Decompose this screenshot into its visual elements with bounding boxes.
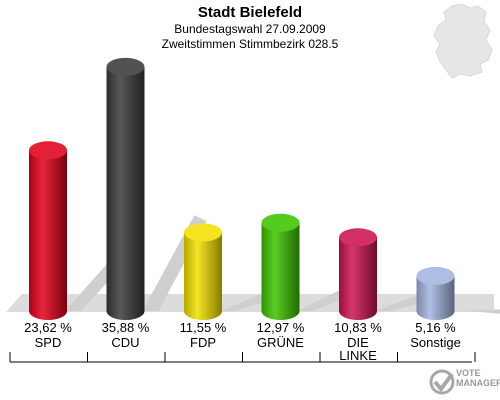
bar-top: [416, 266, 455, 285]
chart-subtitle-2: Zweitstimmen Stimmbezirk 028.5: [161, 37, 339, 51]
value-label: 12,97 %: [256, 320, 305, 335]
bar-spd: [29, 141, 67, 320]
bar-cdu: [106, 57, 145, 320]
value-label: 10,83 %: [334, 320, 382, 335]
bar-top: [184, 223, 222, 242]
bar-fdp: [184, 223, 222, 320]
bar-sonstige: [416, 266, 455, 320]
brand-line-1: VOTE: [456, 368, 481, 378]
category-label: SPD: [34, 335, 62, 350]
bar-body: [29, 150, 67, 320]
value-label: 5,16 %: [415, 320, 456, 335]
bar-body: [106, 66, 145, 320]
bar-shadow: [452, 309, 500, 314]
bar-top: [261, 213, 300, 232]
bar-grüne: [261, 213, 300, 320]
chart-title: Stadt Bielefeld: [197, 4, 303, 21]
category-label: Sonstige: [410, 335, 461, 350]
vote-manager-brand: VOTE MANAGER: [456, 368, 500, 388]
category-label: DIE LINKE: [339, 335, 377, 363]
bar-top: [29, 141, 67, 160]
bar-body: [339, 237, 377, 320]
germany-map-icon: [433, 3, 493, 79]
category-label: GRÜNE: [257, 335, 304, 350]
value-label: 11,55 %: [179, 320, 227, 335]
bar-top: [106, 57, 145, 76]
brand-line-2: MANAGER: [456, 378, 500, 388]
bar-body: [184, 232, 222, 320]
value-label: 35,88 %: [101, 320, 150, 335]
vote-manager-logo-icon: [429, 369, 455, 395]
category-label: FDP: [190, 335, 216, 350]
bar-die-linke: [339, 228, 377, 320]
chart-subtitle: Bundestagswahl 27.09.2009: [174, 22, 326, 36]
bar-top: [339, 228, 377, 247]
category-label: CDU: [111, 335, 140, 350]
bar-body: [261, 222, 300, 320]
bar-body: [416, 275, 455, 320]
value-label: 23,62 %: [24, 320, 72, 335]
